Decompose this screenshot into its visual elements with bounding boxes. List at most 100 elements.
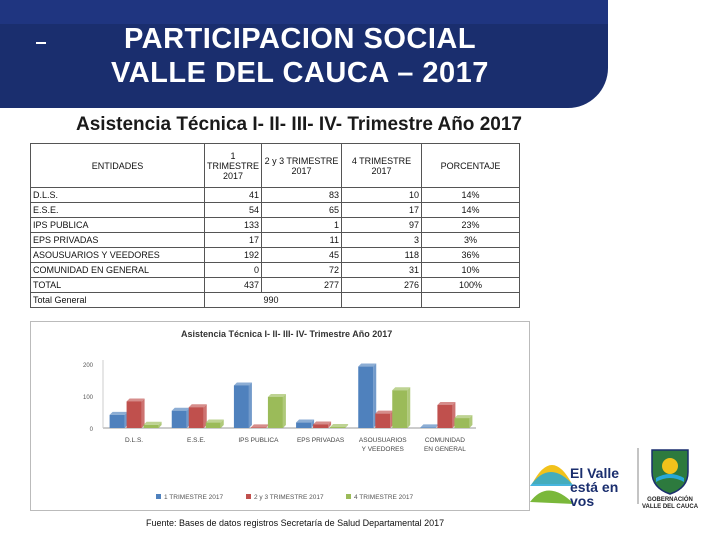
- bar-top: [313, 421, 332, 425]
- table-row: IPS PUBLICA 133 1 97 23%: [30, 217, 520, 233]
- cell-pct: 14%: [421, 187, 520, 203]
- bar: [330, 427, 346, 428]
- cell-pct: 36%: [421, 247, 520, 263]
- legend-swatch: [156, 494, 161, 499]
- bar-top: [392, 387, 411, 391]
- cell-entity: E.S.E.: [30, 202, 205, 218]
- bar-top: [437, 401, 456, 405]
- bar-side: [248, 382, 252, 428]
- cell-pct: 3%: [421, 232, 520, 248]
- legend-swatch: [346, 494, 351, 499]
- cell-t23: 65: [261, 202, 342, 218]
- table-row: EPS PRIVADAS 17 11 3 3%: [30, 232, 520, 248]
- bar: [358, 366, 374, 428]
- legend-label: 2 y 3 TRIMESTRE 2017: [254, 494, 324, 501]
- cell-t1: 192: [204, 247, 262, 263]
- logo-line-2: está en: [570, 479, 618, 495]
- bar: [420, 427, 436, 428]
- bar: [250, 427, 266, 428]
- cell-t23: 72: [261, 262, 342, 278]
- logo-line-1: El Valle: [570, 465, 619, 481]
- header-porcentaje: PORCENTAJE: [421, 143, 520, 188]
- bar-chart-svg: Asistencia Técnica I- II- III- IV- Trime…: [83, 329, 476, 501]
- cell-t4: 118: [341, 247, 422, 263]
- cell-entity: IPS PUBLICA: [30, 217, 205, 233]
- page-title: PARTICIPACION SOCIAL VALLE DEL CAUCA – 2…: [60, 22, 540, 90]
- cell-pct: 10%: [421, 262, 520, 278]
- total-general-empty-1: [341, 292, 422, 308]
- el-valle-logo: El Valle está en vos: [530, 465, 619, 509]
- bar: [205, 422, 221, 428]
- cell-entity: ASOUSUARIOS Y VEEDORES: [30, 247, 205, 263]
- y-tick-label: 0: [90, 427, 94, 433]
- cell-entity: EPS PRIVADAS: [30, 232, 205, 248]
- bar-top: [171, 407, 190, 411]
- bar-side: [373, 363, 377, 428]
- x-tick-label: D.L.S.: [125, 437, 143, 444]
- bar-side: [469, 415, 473, 428]
- bar-side: [328, 421, 332, 428]
- page-subtitle: Asistencia Técnica I- II- III- IV- Trime…: [76, 114, 522, 135]
- bar: [437, 404, 453, 428]
- bar: [267, 396, 283, 428]
- bar-side: [407, 387, 411, 428]
- bar-top: [420, 424, 439, 428]
- bar-top: [330, 424, 349, 428]
- gobernacion-logo: GOBERNACIÓN VALLE DEL CAUCA: [637, 448, 699, 510]
- bar: [126, 401, 142, 428]
- cell-t23: 277: [261, 277, 342, 293]
- table-row: D.L.S. 41 83 10 14%: [30, 187, 520, 203]
- header-t23: 2 y 3 TRIMESTRE 2017: [261, 143, 342, 188]
- bar-side: [345, 424, 349, 428]
- total-general-spacer: [204, 292, 262, 308]
- cell-t4: 10: [341, 187, 422, 203]
- x-tick-label: EN GENERAL: [424, 446, 466, 453]
- bar: [171, 410, 187, 428]
- bar-top: [143, 421, 162, 425]
- bar: [143, 424, 159, 428]
- bar-side: [282, 393, 286, 428]
- bar: [296, 422, 312, 428]
- legend-label: 4 TRIMESTRE 2017: [354, 494, 414, 501]
- data-table: ENTIDADES 1 TRIMESTRE 2017 2 y 3 TRIMEST…: [30, 143, 520, 308]
- y-tick-label: 100: [83, 395, 94, 401]
- cell-t1: 54: [204, 202, 262, 218]
- bar: [375, 413, 391, 428]
- y-tick-label: 200: [83, 363, 94, 369]
- header-stripe: [0, 0, 608, 24]
- x-tick-label: Y VEEDORES: [362, 446, 405, 453]
- cell-t23: 1: [261, 217, 342, 233]
- total-general-empty-2: [421, 292, 520, 308]
- bar-side: [141, 398, 145, 428]
- gob-line-1: GOBERNACIÓN: [647, 495, 693, 503]
- title-dash: [36, 42, 46, 44]
- cell-t4: 97: [341, 217, 422, 233]
- cell-t1: 133: [204, 217, 262, 233]
- bar-top: [250, 424, 269, 428]
- title-line-2: VALLE DEL CAUCA – 2017: [111, 57, 489, 89]
- cell-t23: 11: [261, 232, 342, 248]
- cell-t1: 0: [204, 262, 262, 278]
- cell-entity: TOTAL: [30, 277, 205, 293]
- header-t1: 1 TRIMESTRE 2017: [204, 143, 262, 188]
- cell-t4: 3: [341, 232, 422, 248]
- total-general-label: Total General: [30, 292, 205, 308]
- x-tick-label: EPS PRIVADAS: [297, 437, 345, 444]
- bar-side: [311, 419, 315, 428]
- bar: [454, 418, 470, 428]
- bar: [188, 407, 204, 428]
- legend-label: 1 TRIMESTRE 2017: [164, 494, 224, 501]
- cell-entity: D.L.S.: [30, 187, 205, 203]
- bar-top: [109, 411, 128, 415]
- cell-pct: 23%: [421, 217, 520, 233]
- bar-side: [220, 419, 224, 428]
- bar-chart: Asistencia Técnica I- II- III- IV- Trime…: [30, 321, 530, 511]
- bar-top: [375, 410, 394, 414]
- title-line-1: PARTICIPACION SOCIAL: [123, 23, 477, 55]
- total-general-value: 990: [261, 292, 342, 308]
- bar-top: [267, 393, 286, 397]
- bar-top: [188, 404, 207, 408]
- bar-top: [296, 419, 315, 423]
- bar-top: [126, 398, 145, 402]
- cell-t1: 17: [204, 232, 262, 248]
